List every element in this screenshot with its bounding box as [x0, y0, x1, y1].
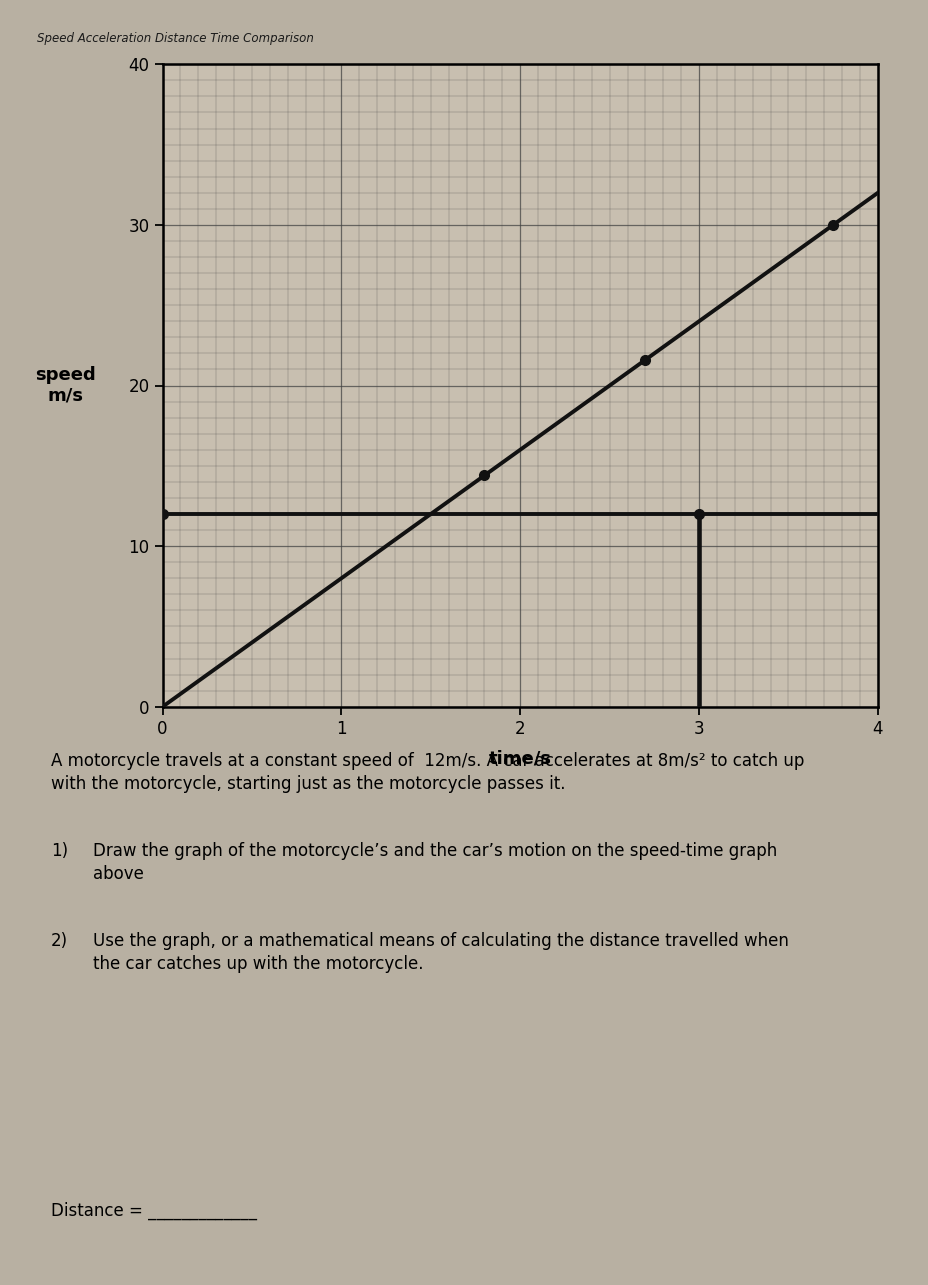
Text: A motorcycle travels at a constant speed of  12m/s. A car accelerates at 8m/s² t: A motorcycle travels at a constant speed…: [51, 752, 804, 793]
Text: Draw the graph of the motorcycle’s and the car’s motion on the speed-time graph
: Draw the graph of the motorcycle’s and t…: [93, 842, 777, 883]
Text: Use the graph, or a mathematical means of calculating the distance travelled whe: Use the graph, or a mathematical means o…: [93, 932, 788, 973]
Text: 2): 2): [51, 932, 68, 950]
Text: Distance = _____________: Distance = _____________: [51, 1201, 257, 1219]
Y-axis label: speed
m/s: speed m/s: [35, 366, 96, 405]
X-axis label: time/s: time/s: [488, 749, 551, 767]
Text: 1): 1): [51, 842, 68, 860]
Text: Speed Acceleration Distance Time Comparison: Speed Acceleration Distance Time Compari…: [37, 32, 314, 45]
